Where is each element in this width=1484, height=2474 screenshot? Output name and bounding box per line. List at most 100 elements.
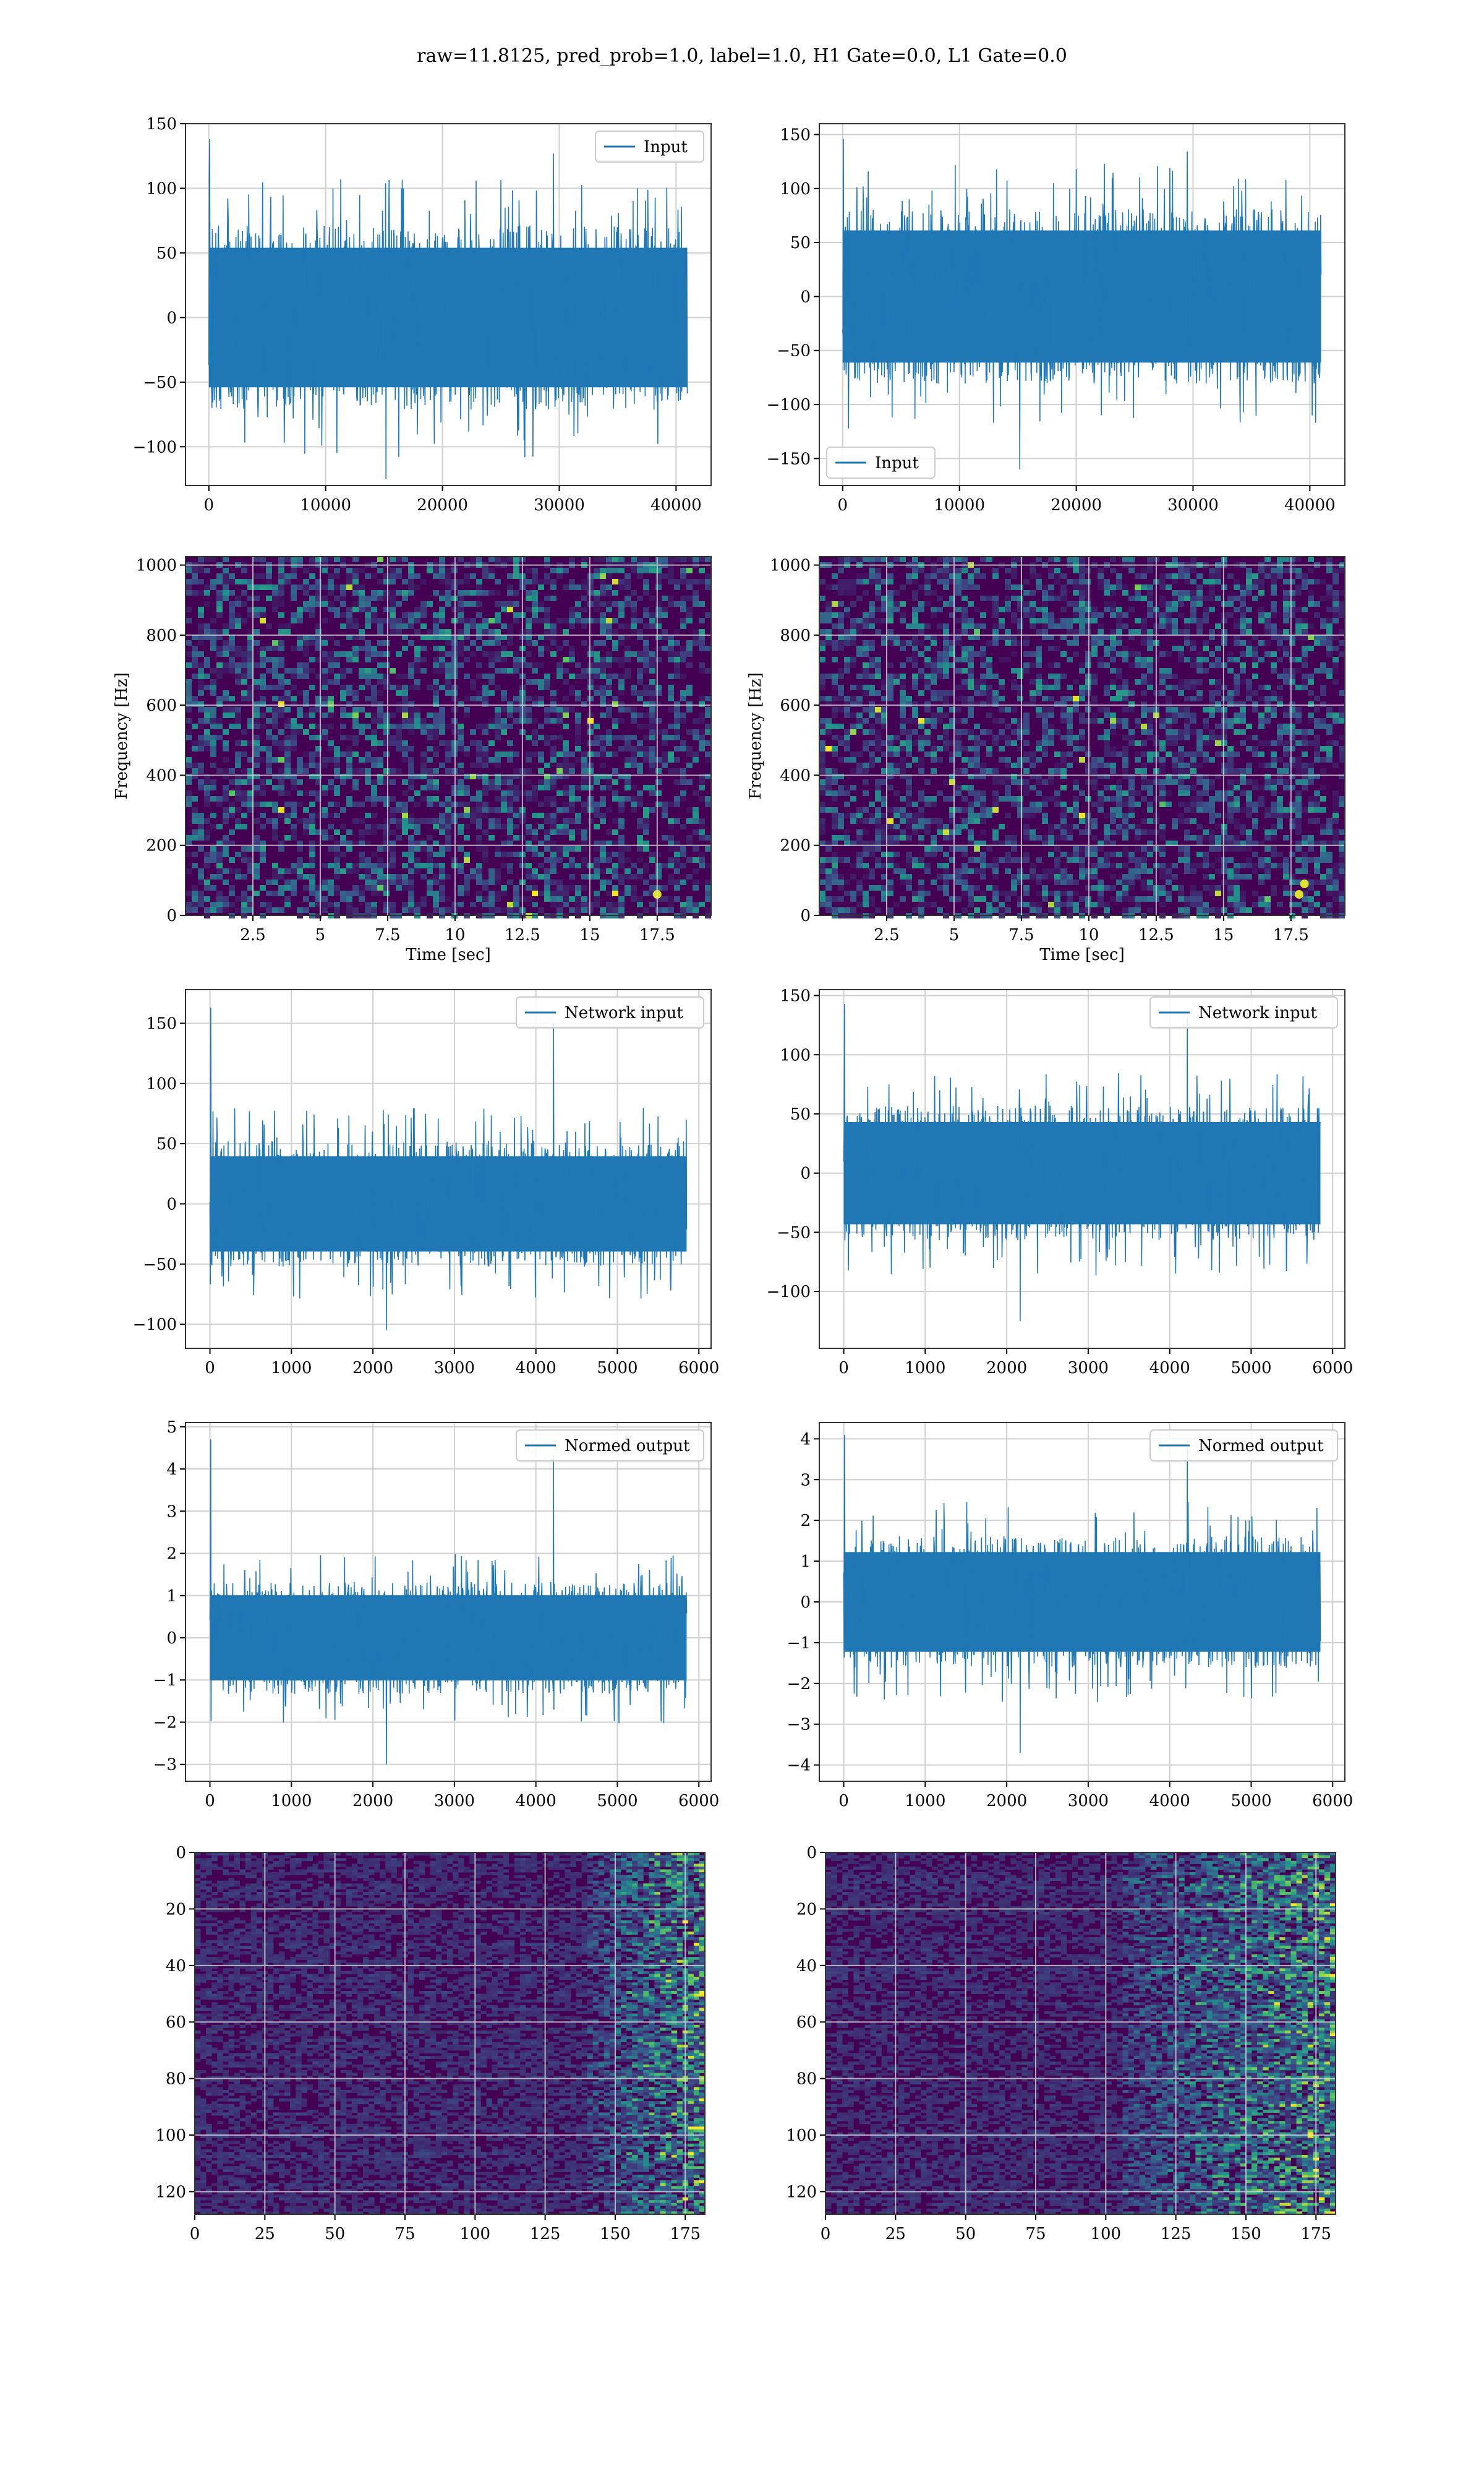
heatmap-cell [556,824,563,829]
heatmap-cell [433,724,439,729]
heatmap-cell [1314,696,1320,701]
heatmap-cell [881,696,887,701]
heatmap-cell [1196,763,1203,768]
heatmap-cell [631,568,637,573]
heatmap-cell [439,880,445,885]
heatmap-cell [1091,774,1098,779]
heatmap-cell [216,668,223,674]
heatmap-cell [1048,612,1054,618]
heatmap-cell [699,774,705,779]
heatmap-cell [563,818,569,824]
heatmap-cell [340,668,346,674]
heatmap-cell [408,885,414,891]
heatmap-cell [260,802,266,807]
heatmap-cell [513,701,519,707]
heatmap-cell [563,891,569,896]
heatmap-cell [247,685,254,690]
heatmap-cell [556,880,563,885]
heatmap-cell [315,829,322,835]
heatmap-cell [869,601,875,607]
heatmap-cell [544,885,550,891]
heatmap-cell [322,902,328,907]
heatmap-cell [1042,607,1048,612]
heatmap-cell [352,768,359,774]
heatmap-cell [216,607,223,612]
heatmap-cell [912,607,918,612]
heatmap-cell [334,640,340,646]
heatmap-cell [532,835,538,841]
heatmap-cell [414,802,420,807]
heatmap-cell [260,607,266,612]
heatmap-cell [968,696,974,701]
heatmap-cell [1073,740,1079,746]
heatmap-cell [1283,590,1289,596]
heatmap-cell [924,674,931,679]
heatmap-cell [1005,640,1011,646]
heatmap-cell [513,590,519,596]
heatmap-cell [924,707,931,713]
heatmap-cell [538,701,544,707]
heatmap-cell [1295,718,1302,724]
heatmap-cell [612,718,618,724]
heatmap-cell [887,674,893,679]
heatmap-cell [643,690,649,696]
heatmap-cell [291,568,297,573]
heatmap-cell [488,807,495,813]
heatmap-cell [856,751,863,757]
heatmap-cell [918,640,924,646]
heatmap-cell [575,618,581,623]
heatmap-cell [297,857,303,863]
heatmap-cell [819,763,825,768]
heatmap-cell [992,768,999,774]
heatmap-cell [1172,779,1178,785]
heatmap-cell [1227,768,1234,774]
heatmap-cell [260,852,266,857]
heatmap-cell [247,612,254,618]
heatmap-cell [439,629,445,635]
heatmap-cell [1295,590,1302,596]
heatmap-cell [266,707,272,713]
heatmap-cell [377,757,383,763]
heatmap-cell [334,596,340,601]
heatmap-cell [1326,629,1333,635]
heatmap-cell [1104,690,1110,696]
heatmap-cell [999,757,1005,763]
heatmap-cell [1048,696,1054,701]
heatmap-cell [1234,596,1240,601]
heatmap-cell [575,907,581,913]
heatmap-cell [612,568,618,573]
heatmap-cell [612,724,618,729]
heatmap-cell [352,779,359,785]
heatmap-cell [1196,774,1203,779]
heatmap-cell [680,718,686,724]
heatmap-cell [507,740,513,746]
heatmap-cell [1141,779,1147,785]
heatmap-cell [229,802,235,807]
heatmap-cell [1190,596,1196,601]
heatmap-cell [346,757,352,763]
heatmap-cell [526,824,532,829]
heatmap-cell [943,651,949,657]
heatmap-cell [600,557,606,562]
heatmap-cell [918,584,924,590]
heatmap-cell [643,568,649,573]
heatmap-cell [334,885,340,891]
heatmap-cell [606,651,612,657]
heatmap-cell [352,863,359,868]
heatmap-cell [649,651,655,657]
heatmap-cell [272,674,278,679]
heatmap-cell [986,701,992,707]
heatmap-cell [918,796,924,802]
heatmap-cell [550,857,556,863]
heatmap-cell [1116,584,1122,590]
heatmap-cell [439,863,445,868]
heatmap-cell [1277,701,1283,707]
heatmap-cell [1054,662,1060,668]
heatmap-cell [365,868,371,874]
heatmap-cell [420,841,427,846]
heatmap-cell [1240,584,1246,590]
heatmap-cell [618,907,625,913]
heatmap-cell [414,824,420,829]
heatmap-cell [1122,590,1128,596]
heatmap-cell [284,696,291,701]
